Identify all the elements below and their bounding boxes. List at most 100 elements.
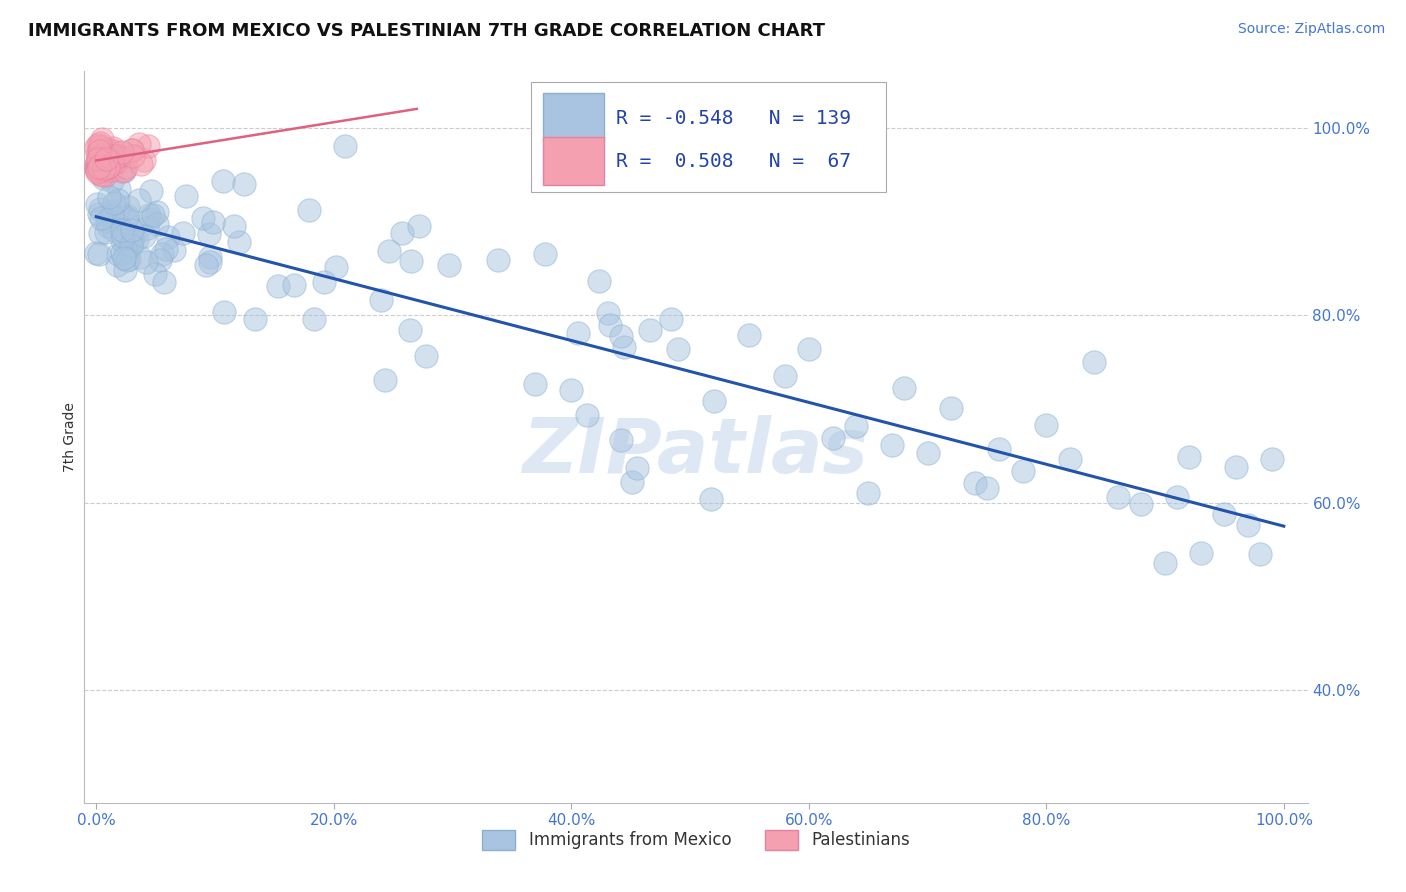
Point [97, 160, 120, 174]
Point [132, 228, 155, 243]
Point [101, 149, 124, 163]
Point [89, 145, 111, 159]
Point [114, 243, 136, 257]
Point [304, 312, 326, 326]
Point [198, 254, 221, 268]
Point [86, 156, 108, 170]
Point [89, 141, 111, 155]
Point [391, 227, 413, 241]
Point [108, 149, 131, 163]
Point [125, 232, 148, 246]
Point [114, 210, 136, 224]
Point [107, 150, 129, 164]
Point [195, 258, 218, 272]
Point [797, 342, 820, 356]
Point [700, 491, 723, 506]
Point [103, 196, 125, 211]
Point [200, 250, 222, 264]
Point [880, 438, 903, 452]
Point [266, 279, 288, 293]
Point [86, 165, 108, 179]
Point [97, 212, 120, 227]
Point [107, 193, 129, 207]
Point [94, 152, 117, 166]
Point [976, 481, 998, 495]
Point [1011, 464, 1033, 478]
Point [1249, 547, 1271, 561]
Point [96, 214, 118, 228]
Point [941, 401, 963, 416]
Point [86, 163, 108, 178]
Point [201, 214, 224, 228]
Point [118, 238, 141, 252]
Point [373, 373, 395, 387]
Point [97, 219, 120, 234]
Point [122, 149, 145, 163]
Point [1059, 451, 1081, 466]
Point [610, 434, 633, 448]
Point [212, 173, 235, 187]
Point [233, 177, 256, 191]
Point [100, 153, 122, 167]
Point [128, 250, 150, 264]
Point [415, 349, 437, 363]
Point [139, 212, 162, 227]
Point [84, 245, 107, 260]
Point [105, 148, 128, 162]
Point [245, 312, 267, 326]
Point [114, 263, 136, 277]
Point [143, 267, 166, 281]
Point [87, 144, 110, 158]
Point [703, 394, 725, 409]
Point [98, 190, 121, 204]
Point [115, 209, 138, 223]
Point [917, 446, 939, 460]
Point [111, 223, 134, 237]
FancyBboxPatch shape [543, 94, 605, 141]
Point [101, 174, 124, 188]
Point [987, 442, 1010, 457]
Point [139, 184, 162, 198]
Point [533, 246, 555, 260]
Point [128, 137, 150, 152]
Point [117, 200, 139, 214]
Point [103, 145, 125, 159]
Text: R = -0.548   N = 139: R = -0.548 N = 139 [616, 110, 852, 128]
Point [1261, 452, 1284, 467]
Point [86, 146, 108, 161]
Point [228, 235, 250, 249]
Point [599, 318, 621, 333]
Point [121, 143, 143, 157]
Point [437, 258, 460, 272]
Point [89, 168, 111, 182]
Point [114, 251, 136, 265]
Point [856, 485, 879, 500]
Point [567, 326, 589, 340]
Point [401, 253, 423, 268]
Point [121, 223, 143, 237]
Point [94, 161, 117, 175]
Point [110, 163, 132, 178]
Point [135, 254, 157, 268]
Point [86, 158, 108, 172]
Point [197, 227, 219, 242]
Point [111, 245, 134, 260]
Point [610, 328, 633, 343]
Text: R =  0.508   N =  67: R = 0.508 N = 67 [616, 152, 852, 171]
Point [101, 141, 124, 155]
Point [90, 168, 112, 182]
Point [89, 136, 111, 151]
Point [94, 149, 117, 163]
Point [104, 155, 127, 169]
Point [86, 161, 108, 176]
Point [93, 161, 115, 175]
Point [370, 293, 392, 307]
Point [845, 419, 868, 434]
Point [212, 305, 235, 319]
Point [1213, 507, 1236, 521]
Text: ZIPatlas: ZIPatlas [523, 415, 869, 489]
Point [1225, 459, 1247, 474]
Point [91, 150, 114, 164]
Point [105, 258, 128, 272]
Point [1035, 418, 1057, 433]
